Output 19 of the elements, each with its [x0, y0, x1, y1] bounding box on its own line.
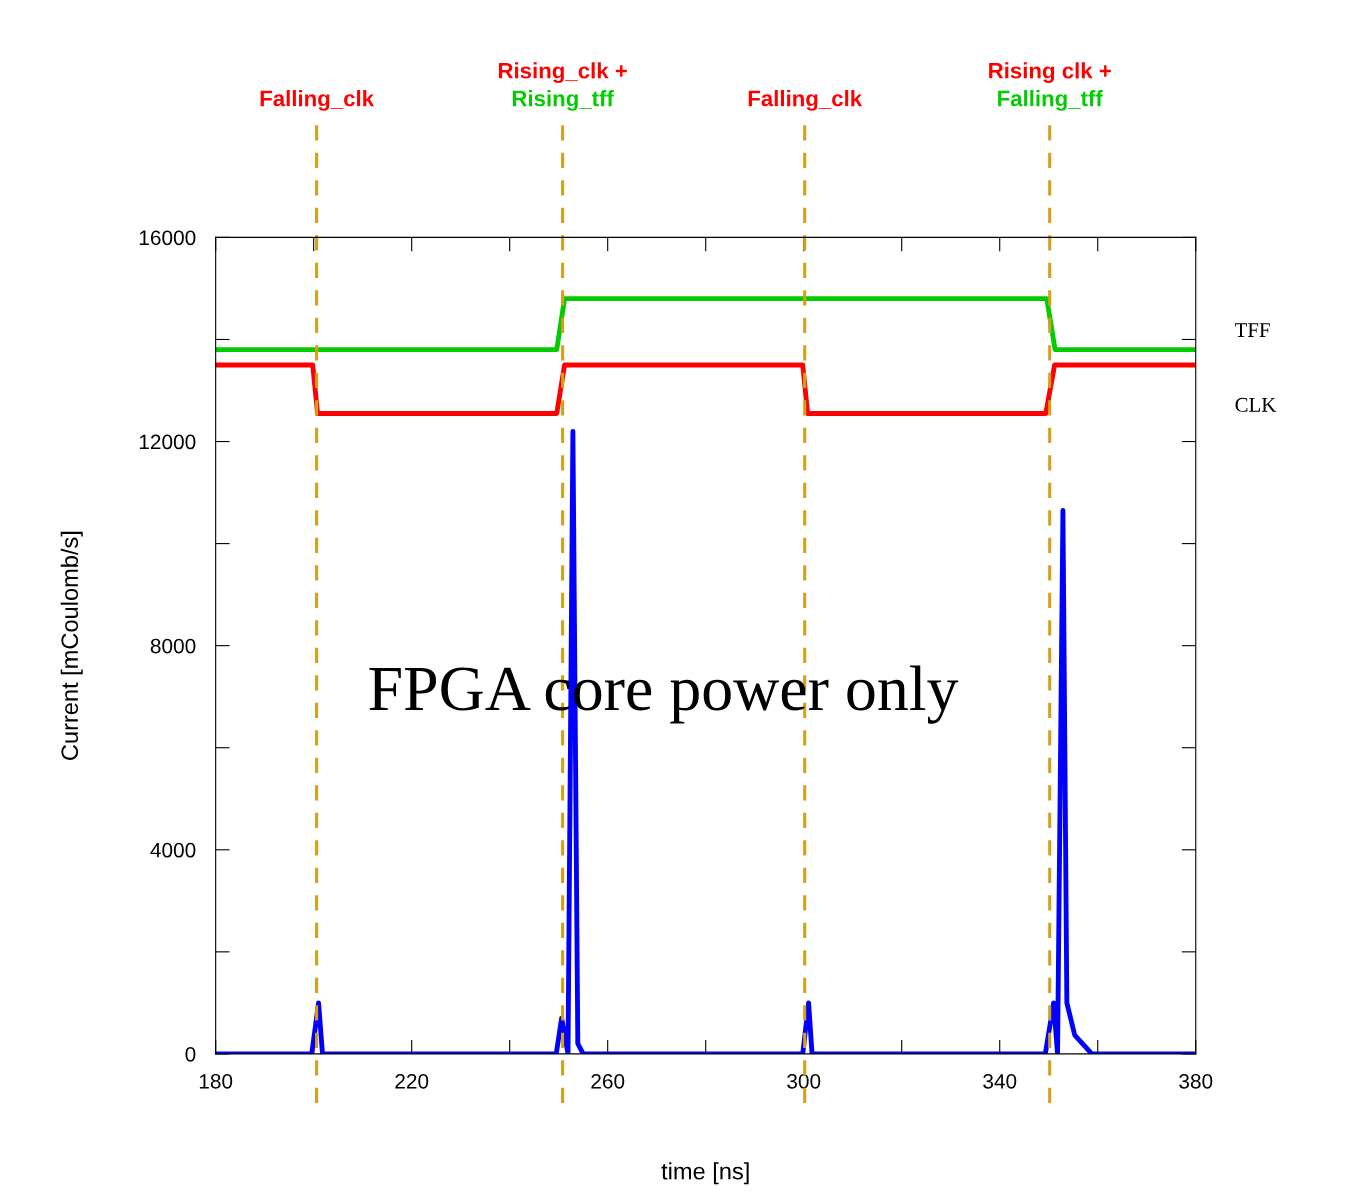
- ref-line-label: Rising_clk + Rising_tff: [498, 62, 627, 111]
- y-tick-label: 12000: [139, 434, 196, 450]
- text: CLK: [1235, 397, 1277, 412]
- x-tick-label: 380: [1179, 1073, 1213, 1089]
- y-axis-title: Current [mCoulomb/s]: [60, 531, 83, 760]
- x-axis-title: time [ns]: [661, 1162, 749, 1185]
- y-tick-label: 16000: [139, 230, 196, 246]
- series-label: TFF: [1235, 323, 1270, 337]
- y-tick-label: 8000: [150, 638, 196, 654]
- x-tick-label: 300: [787, 1073, 821, 1089]
- x-tick-label: 260: [591, 1073, 625, 1089]
- x-tick-label: 180: [199, 1073, 233, 1089]
- y-tick-label: 0: [185, 1046, 196, 1062]
- ref-line-label: Falling_clk: [260, 90, 375, 111]
- y-tick-label: 4000: [150, 842, 196, 858]
- ref-line-label: Rising clk + Falling_tff: [989, 62, 1111, 111]
- x-tick-label: 220: [395, 1073, 429, 1089]
- ref-line-label: Falling_clk: [748, 90, 863, 111]
- x-tick-label: 340: [983, 1073, 1017, 1089]
